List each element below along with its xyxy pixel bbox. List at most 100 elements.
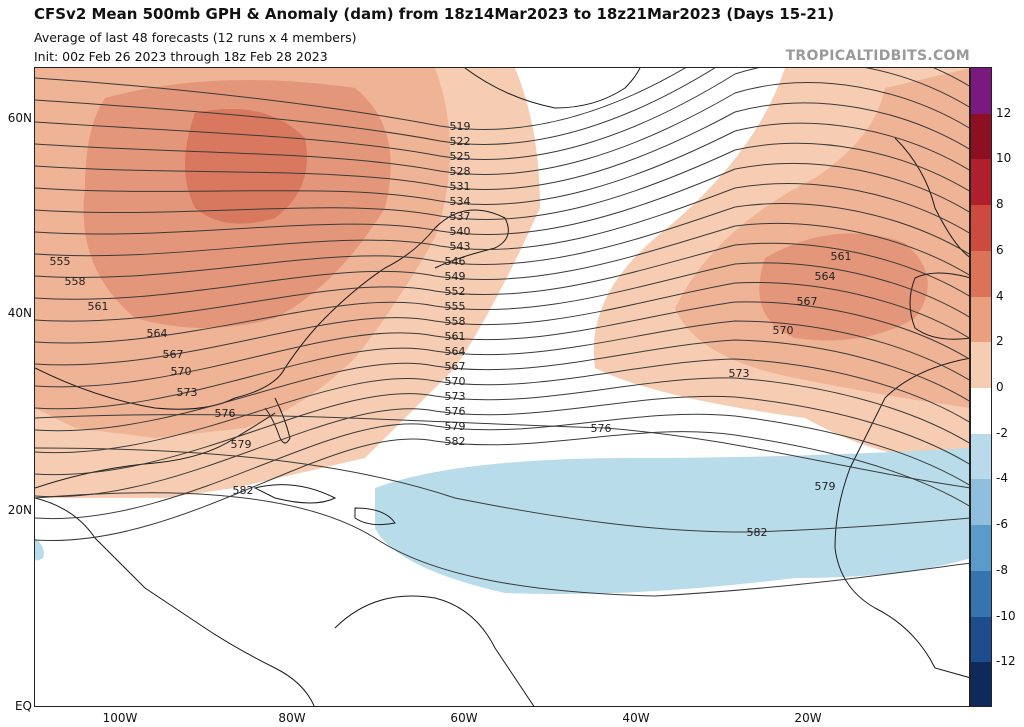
contour-label: 579: [231, 438, 252, 451]
contour-label: 573: [729, 367, 750, 380]
colorbar-swatch: [971, 205, 991, 252]
svg-text:567: 567: [797, 295, 818, 308]
chart-title: CFSv2 Mean 500mb GPH & Anomaly (dam) fro…: [34, 5, 835, 23]
contour-label: 555: [445, 300, 466, 313]
colorbar-swatch: [971, 388, 991, 435]
svg-text:522: 522: [450, 135, 471, 148]
svg-text:573: 573: [445, 390, 466, 403]
svg-text:579: 579: [445, 420, 466, 433]
svg-text:576: 576: [591, 422, 612, 435]
svg-text:576: 576: [215, 407, 236, 420]
svg-text:570: 570: [171, 365, 192, 378]
contour-line: [35, 142, 969, 221]
colorbar-tick-label: -10: [996, 608, 1016, 623]
svg-text:555: 555: [50, 255, 71, 268]
svg-text:552: 552: [445, 285, 466, 298]
contour-line: [35, 183, 969, 257]
contour-label: 564: [147, 327, 168, 340]
north-america-coast: [35, 209, 509, 410]
svg-text:579: 579: [231, 438, 252, 451]
svg-text:564: 564: [445, 345, 466, 358]
cuba-coast: [253, 484, 337, 504]
contour-line: [35, 242, 969, 322]
lat-label-40n: 40N: [7, 306, 32, 320]
contour-label: 561: [831, 250, 852, 263]
contour-label: 537: [450, 210, 471, 223]
svg-text:561: 561: [88, 300, 109, 313]
contour-line: [35, 414, 969, 489]
contour-label: 564: [815, 270, 836, 283]
contour-line: [35, 301, 969, 388]
colorbar-swatch: [971, 570, 991, 618]
contour-label: 579: [445, 420, 466, 433]
contour-label: 582: [747, 526, 768, 539]
colorbar-tick-label: -6: [996, 517, 1008, 532]
init-time-label: Init: 00z Feb 26 2023 through 18z Feb 28…: [34, 49, 328, 64]
svg-text:561: 561: [831, 250, 852, 263]
colorbar-tick-label: -4: [996, 471, 1008, 486]
contour-label: 576: [215, 407, 236, 420]
contour-line: [35, 447, 969, 533]
colorbar-swatch: [971, 250, 991, 298]
lat-label-60n: 60N: [7, 111, 32, 125]
contour-line: [35, 102, 969, 190]
svg-text:558: 558: [65, 275, 86, 288]
anomaly-colorbar: [970, 67, 992, 707]
contour-line: [35, 377, 969, 476]
svg-text:582: 582: [233, 484, 254, 497]
svg-text:528: 528: [450, 165, 471, 178]
africa-coast: [834, 357, 969, 678]
anomaly-fills: [35, 68, 969, 594]
contour-line: [35, 431, 969, 542]
lat-label-20n: 20N: [7, 503, 32, 517]
contour-line: [35, 339, 969, 432]
svg-text:570: 570: [445, 375, 466, 388]
colorbar-tick-label: 4: [996, 288, 1004, 303]
colorbar-tick-label: -8: [996, 562, 1008, 577]
positive-anomaly-west-8: [185, 108, 307, 224]
svg-text:573: 573: [729, 367, 750, 380]
contour-line: [35, 395, 969, 498]
svg-text:576: 576: [445, 405, 466, 418]
svg-text:567: 567: [445, 360, 466, 373]
colorbar-tick-label: 6: [996, 242, 1004, 257]
svg-text:582: 582: [747, 526, 768, 539]
colorbar-tick-label: -2: [996, 425, 1008, 440]
svg-text:561: 561: [445, 330, 466, 343]
svg-text:543: 543: [450, 240, 471, 253]
svg-text:567: 567: [163, 348, 184, 361]
contour-label: 561: [88, 300, 109, 313]
mexico-central-america-coast: [35, 497, 315, 706]
lon-label-60w: 60W: [450, 711, 478, 725]
colorbar-swatch: [971, 68, 991, 115]
contour-label: 543: [450, 240, 471, 253]
contour-line: [35, 82, 969, 175]
contour-label: 570: [171, 365, 192, 378]
contour-label: 570: [445, 375, 466, 388]
colorbar-tick-label: 12: [996, 105, 1012, 120]
contour-label: 573: [177, 386, 198, 399]
svg-text:573: 573: [177, 386, 198, 399]
contour-label: 576: [445, 405, 466, 418]
contour-line: [35, 492, 969, 597]
lon-label-40w: 40W: [622, 711, 650, 725]
svg-text:579: 579: [815, 480, 836, 493]
svg-text:540: 540: [450, 225, 471, 238]
contour-line: [35, 413, 969, 520]
negative-anomaly-2: [375, 448, 969, 594]
svg-text:558: 558: [445, 315, 466, 328]
source-credit: TROPICALTIDBITS.COM: [785, 48, 970, 64]
contour-label: 561: [445, 330, 466, 343]
colorbar-tick-label: 8: [996, 197, 1004, 212]
contour-label: 567: [797, 295, 818, 308]
colorbar-tick-label: 2: [996, 334, 1004, 349]
svg-text:537: 537: [450, 210, 471, 223]
gulf-coast: [35, 412, 276, 489]
svg-text:564: 564: [815, 270, 836, 283]
colorbar-swatch: [971, 342, 991, 389]
contour-line: [35, 262, 969, 344]
europe-coast: [894, 137, 969, 258]
contour-label: 558: [65, 275, 86, 288]
contour-line: [35, 163, 969, 236]
contour-label: 582: [445, 435, 466, 448]
